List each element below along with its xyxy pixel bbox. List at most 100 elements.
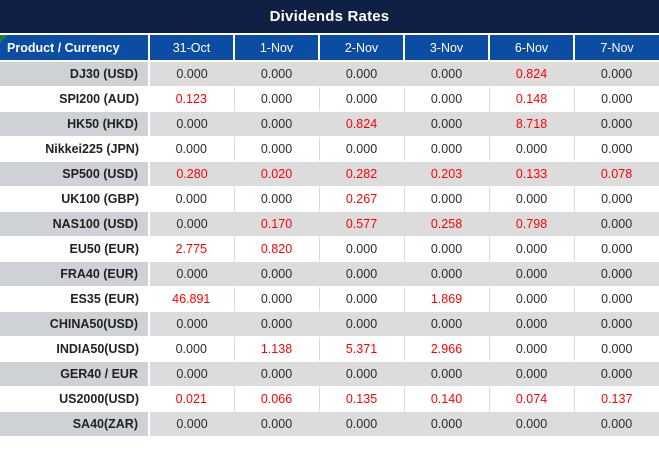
value-cell: 0.000 xyxy=(319,261,404,287)
header-product-currency: Product / Currency xyxy=(0,35,149,62)
value-cell: 5.371 xyxy=(318,336,404,362)
table-row: DJ30 (USD) 0.000 0.000 0.000 0.000 0.824 0.000 xyxy=(0,61,659,87)
product-cell: FRA40 (EUR) xyxy=(0,261,150,287)
product-cell: US2000(USD) xyxy=(0,386,149,412)
table-row: UK100 (GBP) 0.000 0.000 0.267 0.000 0.000 0.00… xyxy=(0,186,659,212)
value-cell: 0.066 xyxy=(233,386,319,412)
table-row: EU50 (EUR) 2.775 0.820 0.000 0.000 0.000 0.000 xyxy=(0,236,659,262)
value-cell: 0.140 xyxy=(403,386,489,412)
value-cell: 0.000 xyxy=(403,186,489,212)
value-cell: 0.000 xyxy=(403,236,489,262)
value-cell: 0.000 xyxy=(574,61,659,87)
value-cell: 0.000 xyxy=(573,336,659,362)
value-cell: 0.000 xyxy=(489,411,574,437)
value-cell: 0.203 xyxy=(404,161,489,187)
product-cell: SA40(ZAR) xyxy=(0,411,150,437)
value-cell: 0.020 xyxy=(234,161,319,187)
value-cell: 0.267 xyxy=(318,186,404,212)
table-row: FRA40 (EUR) 0.000 0.000 0.000 0.000 0.000 0.00… xyxy=(0,261,659,287)
value-cell: 0.000 xyxy=(149,261,234,287)
value-cell: 0.000 xyxy=(574,311,659,337)
value-cell: 0.820 xyxy=(233,236,319,262)
product-cell: HK50 (HKD) xyxy=(0,111,150,137)
value-cell: 0.000 xyxy=(234,361,319,387)
value-cell: 0.000 xyxy=(574,361,659,387)
value-cell: 0.170 xyxy=(234,211,319,237)
value-cell: 1.138 xyxy=(233,336,319,362)
value-cell: 0.000 xyxy=(319,361,404,387)
table-row: SP500 (USD) 0.280 0.020 0.282 0.203 0.133 0.07… xyxy=(0,161,659,187)
product-cell: NAS100 (USD) xyxy=(0,211,150,237)
value-cell: 0.000 xyxy=(573,136,659,162)
value-cell: 0.000 xyxy=(149,311,234,337)
product-cell: ES35 (EUR) xyxy=(0,286,149,312)
value-cell: 0.000 xyxy=(234,311,319,337)
header-date-3-nov: 3-Nov xyxy=(403,35,489,62)
value-cell: 0.000 xyxy=(149,411,234,437)
value-cell: 0.137 xyxy=(573,386,659,412)
value-cell: 0.577 xyxy=(319,211,404,237)
table-row: ES35 (EUR) 46.891 0.000 0.000 1.869 0.000 0.00… xyxy=(0,286,659,312)
value-cell: 0.000 xyxy=(149,186,234,212)
value-cell: 0.000 xyxy=(488,286,574,312)
value-cell: 0.000 xyxy=(404,311,489,337)
value-cell: 0.000 xyxy=(319,61,404,87)
value-cell: 0.000 xyxy=(404,411,489,437)
value-cell: 0.078 xyxy=(574,161,659,187)
header-date-7-nov: 7-Nov xyxy=(573,35,659,62)
value-cell: 0.000 xyxy=(488,336,574,362)
value-cell: 0.000 xyxy=(573,236,659,262)
value-cell: 0.000 xyxy=(318,86,404,112)
table-row: NAS100 (USD) 0.000 0.170 0.577 0.258 0.798 0.0… xyxy=(0,211,659,237)
value-cell: 0.282 xyxy=(319,161,404,187)
product-cell: EU50 (EUR) xyxy=(0,236,149,262)
value-cell: 0.000 xyxy=(489,361,574,387)
product-cell: INDIA50(USD) xyxy=(0,336,149,362)
table-row: HK50 (HKD) 0.000 0.000 0.824 0.000 8.718 0.000 xyxy=(0,111,659,137)
value-cell: 0.000 xyxy=(488,236,574,262)
value-cell: 0.000 xyxy=(403,136,489,162)
value-cell: 0.123 xyxy=(149,86,234,112)
value-cell: 2.775 xyxy=(149,236,234,262)
table-header-row: Product / Currency 31-Oct 1-Nov 2-Nov 3-Nov 6… xyxy=(0,35,659,62)
table-row: SPI200 (AUD) 0.123 0.000 0.000 0.000 0.148 0.0… xyxy=(0,86,659,112)
value-cell: 0.000 xyxy=(403,86,489,112)
value-cell: 0.000 xyxy=(233,136,319,162)
value-cell: 0.000 xyxy=(234,111,319,137)
value-cell: 0.000 xyxy=(318,136,404,162)
header-date-6-nov: 6-Nov xyxy=(488,35,574,62)
dividends-table: Product / Currency 31-Oct 1-Nov 2-Nov 3-Nov 6… xyxy=(0,35,659,437)
page-title: Dividends Rates xyxy=(269,8,390,25)
value-cell: 0.000 xyxy=(149,361,234,387)
product-cell: SP500 (USD) xyxy=(0,161,150,187)
value-cell: 0.135 xyxy=(318,386,404,412)
value-cell: 0.000 xyxy=(489,311,574,337)
table-row: SA40(ZAR) 0.000 0.000 0.000 0.000 0.000 0.000 xyxy=(0,411,659,437)
value-cell: 0.000 xyxy=(573,86,659,112)
value-cell: 0.000 xyxy=(489,261,574,287)
product-cell: SPI200 (AUD) xyxy=(0,86,149,112)
value-cell: 0.000 xyxy=(234,61,319,87)
value-cell: 0.000 xyxy=(574,411,659,437)
value-cell: 0.000 xyxy=(318,236,404,262)
value-cell: 0.000 xyxy=(488,136,574,162)
value-cell: 0.000 xyxy=(234,411,319,437)
value-cell: 0.000 xyxy=(233,186,319,212)
table-row: US2000(USD) 0.021 0.066 0.135 0.140 0.074 0.13… xyxy=(0,386,659,412)
header-date-2-nov: 2-Nov xyxy=(318,35,404,62)
value-cell: 2.966 xyxy=(403,336,489,362)
value-cell: 0.000 xyxy=(574,261,659,287)
value-cell: 0.000 xyxy=(233,86,319,112)
value-cell: 0.000 xyxy=(488,186,574,212)
value-cell: 0.258 xyxy=(404,211,489,237)
value-cell: 0.280 xyxy=(149,161,234,187)
value-cell: 0.000 xyxy=(574,111,659,137)
value-cell: 0.000 xyxy=(404,61,489,87)
title-bar: Dividends Rates xyxy=(0,0,659,33)
value-cell: 0.000 xyxy=(573,186,659,212)
value-cell: 0.000 xyxy=(319,411,404,437)
value-cell: 0.000 xyxy=(404,261,489,287)
value-cell: 0.000 xyxy=(404,361,489,387)
product-cell: GER40 / EUR xyxy=(0,361,150,387)
value-cell: 0.000 xyxy=(149,111,234,137)
